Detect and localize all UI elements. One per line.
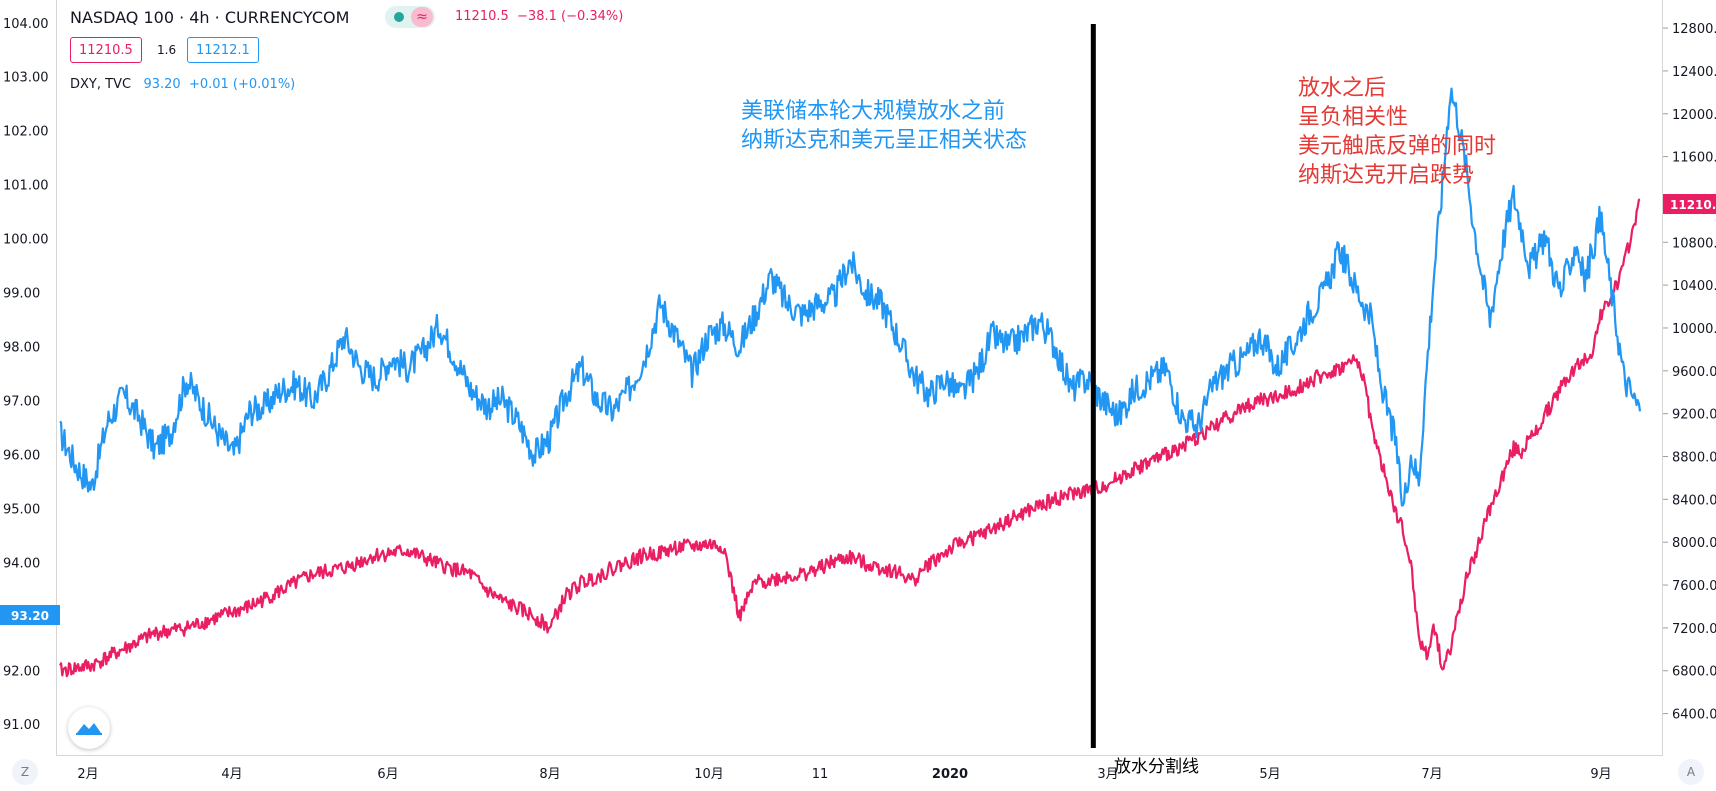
symbol-title[interactable]: NASDAQ 100 · 4h · CURRENCYCOM [70, 8, 350, 27]
right-axis-tick-label: 8400.0 [1672, 493, 1716, 508]
ask-box[interactable]: 11212.1 [187, 37, 259, 63]
left-axis-tick-label: 102.00 [3, 125, 49, 140]
left-axis-tick-label: 101.00 [3, 179, 49, 194]
x-axis-tick-label: 7月 [1421, 767, 1442, 782]
right-last-value-label: 11210.5 [1670, 198, 1716, 212]
right-axis-tick-label: 11600.0 [1672, 151, 1716, 166]
right-axis-tick-label: 12000.0 [1672, 108, 1716, 123]
header-change: −38.1 (−0.34%) [517, 9, 624, 24]
x-axis-tick-label: 4月 [221, 767, 242, 782]
divider-label: 放水分割线 [1114, 757, 1199, 777]
x-axis-tick-label: 11 [812, 767, 829, 782]
left-axis-tick-label: 97.00 [3, 394, 40, 409]
x-axis-tick-label: 8月 [539, 767, 560, 782]
right-axis-tick-label: 9200.0 [1672, 408, 1716, 423]
annotation-before[interactable]: 美联储本轮大规模放水之前 纳斯达克和美元呈正相关状态 [741, 99, 1028, 153]
left-axis-tick-label: 98.00 [3, 341, 40, 356]
right-axis-tick-label: 6800.0 [1672, 665, 1716, 680]
x-axis-tick-label: 3月 [1097, 767, 1118, 782]
right-axis-tick-label: 10400.0 [1672, 279, 1716, 294]
right-axis-tick-label: 7200.0 [1672, 622, 1716, 637]
overlay-symbol[interactable]: DXY, TVC [70, 77, 132, 92]
right-axis-tick-label: 12400.0 [1672, 65, 1716, 80]
x-axis-tick-label: 2020 [932, 767, 968, 782]
x-axis-tick-label: 5月 [1259, 767, 1280, 782]
approx-icon: ≈ [411, 7, 433, 27]
left-axis-tick-label: 99.00 [3, 287, 40, 302]
left-axis-tick-label: 104.00 [3, 17, 49, 32]
header-price: 11210.5 [455, 9, 509, 24]
right-axis-tick-label: 12800.0 [1672, 22, 1716, 37]
spread-value: 1.6 [157, 43, 177, 57]
left-axis-tick-label: 91.00 [3, 718, 40, 733]
bid-box[interactable]: 11210.5 [70, 37, 142, 63]
left-last-value-badge: 93.20 [0, 605, 60, 625]
legend-toggle-pill[interactable]: ≈ [385, 6, 435, 28]
x-axis-tick-label: 9月 [1590, 767, 1611, 782]
auto-scale-button[interactable]: A [1678, 759, 1704, 785]
x-axis-tick-label: 6月 [377, 767, 398, 782]
overlay-change: +0.01 (+0.01%) [188, 77, 296, 92]
right-axis-tick-label: 9600.0 [1672, 365, 1716, 380]
left-axis-tick-label: 94.00 [3, 556, 40, 571]
dxy-series-line [59, 87, 1642, 507]
left-axis-tick-label: 92.00 [3, 664, 40, 679]
right-axis-tick-label: 6400.0 [1672, 708, 1716, 723]
annotation-after[interactable]: 放水之后 呈负相关性 美元触底反弹的同时 纳斯达克开启跌势 [1298, 76, 1497, 188]
x-axis-tick-label: 2月 [77, 767, 98, 782]
left-axis-tick-label: 103.00 [3, 71, 49, 86]
left-last-value-label: 93.20 [11, 609, 49, 623]
visibility-dot-icon [394, 12, 404, 22]
right-axis-tick-label: 8000.0 [1672, 536, 1716, 551]
right-axis-tick-label: 8800.0 [1672, 451, 1716, 466]
nasdaq-series-line [59, 198, 1641, 678]
x-axis-tick-label: 10月 [694, 767, 724, 782]
right-axis-tick-label: 10000.0 [1672, 322, 1716, 337]
right-axis-tick-label: 10800.0 [1672, 236, 1716, 251]
left-axis-tick-label: 100.00 [3, 233, 49, 248]
overlay-price: 93.20 [143, 77, 181, 92]
timezone-button[interactable]: Z [12, 759, 38, 785]
cloud-logo-icon [76, 723, 102, 735]
left-axis-tick-label: 96.00 [3, 448, 40, 463]
left-axis-tick-label: 95.00 [3, 502, 40, 517]
right-last-value-badge: 11210.5 [1663, 194, 1716, 214]
right-axis-tick-label: 7600.0 [1672, 579, 1716, 594]
tradingview-logo[interactable] [68, 707, 110, 749]
